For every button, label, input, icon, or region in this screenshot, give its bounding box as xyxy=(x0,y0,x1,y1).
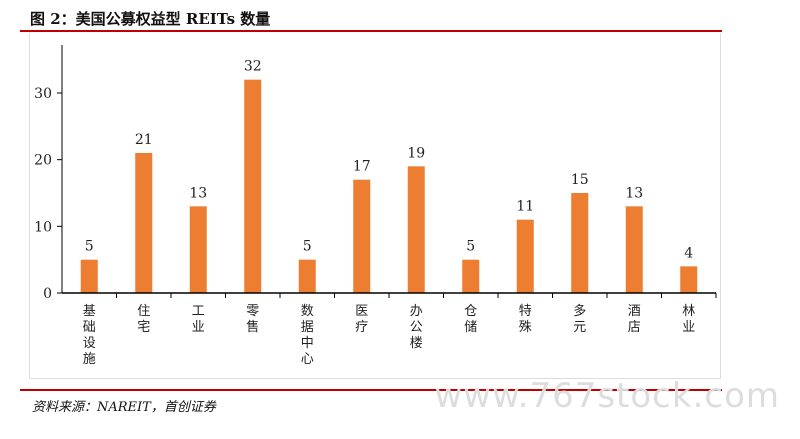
bar xyxy=(462,259,480,293)
x-tick-label: 殊 xyxy=(519,320,532,335)
bar xyxy=(189,206,207,293)
x-tick-label: 住 xyxy=(137,304,150,319)
x-tick-label: 施 xyxy=(83,352,96,367)
x-tick-label: 基 xyxy=(83,304,96,319)
x-tick-label: 元 xyxy=(573,320,586,335)
bar xyxy=(407,166,425,293)
x-tick-label: 酒 xyxy=(628,304,641,319)
data-label: 11 xyxy=(516,199,534,215)
x-tick-label: 仓 xyxy=(464,304,477,319)
x-tick-label: 零 xyxy=(246,304,259,319)
title-divider xyxy=(20,30,722,32)
y-tick-label: 0 xyxy=(43,286,52,302)
x-tick-label: 中 xyxy=(301,336,314,351)
source-note: 资料来源：NAREIT，首创证券 xyxy=(32,400,216,415)
bar xyxy=(571,193,589,293)
y-tick-label: 10 xyxy=(34,219,52,235)
x-tick-label: 林 xyxy=(682,304,695,319)
x-tick-label: 宅 xyxy=(137,320,150,335)
bar xyxy=(135,153,153,293)
y-tick-label: 20 xyxy=(34,153,52,169)
x-tick-label: 售 xyxy=(246,319,259,335)
x-tick-label: 业 xyxy=(192,320,205,335)
data-label: 13 xyxy=(189,185,207,201)
footer-divider xyxy=(20,389,722,391)
x-tick-label: 工 xyxy=(192,304,205,319)
data-label: 15 xyxy=(571,172,589,188)
x-tick-label: 多 xyxy=(573,303,586,319)
y-tick-label: 30 xyxy=(34,86,52,102)
x-tick-label: 办 xyxy=(410,304,423,319)
x-tick-label: 疗 xyxy=(355,320,368,335)
x-tick-label: 数 xyxy=(301,304,314,319)
data-label: 5 xyxy=(303,239,312,255)
chart-frame xyxy=(29,33,721,379)
data-label: 5 xyxy=(85,239,94,255)
x-tick-label: 楼 xyxy=(410,336,423,351)
bar xyxy=(625,206,643,293)
x-tick-label: 储 xyxy=(464,320,477,335)
data-label: 5 xyxy=(466,239,475,255)
data-label: 13 xyxy=(625,185,643,201)
x-tick-label: 店 xyxy=(628,320,641,335)
x-tick-label: 医 xyxy=(355,304,368,319)
bar xyxy=(244,79,262,294)
x-tick-label: 公 xyxy=(410,320,423,335)
x-tick-label: 础 xyxy=(83,320,96,335)
bar xyxy=(80,259,98,293)
bar xyxy=(680,266,698,293)
bar xyxy=(298,259,316,293)
x-tick-label: 心 xyxy=(301,352,314,367)
x-tick-label: 设 xyxy=(83,336,96,351)
data-label: 32 xyxy=(244,59,262,75)
x-tick-label: 据 xyxy=(301,320,314,335)
x-tick-label: 特 xyxy=(519,304,532,319)
data-label: 17 xyxy=(353,159,371,175)
data-label: 19 xyxy=(407,145,425,161)
x-tick-label: 业 xyxy=(682,320,695,335)
figure-title: 图 2：美国公募权益型 REITs 数量 xyxy=(30,10,271,28)
data-label: 21 xyxy=(135,132,153,148)
data-label: 4 xyxy=(684,245,693,261)
bar xyxy=(353,179,371,293)
bar xyxy=(516,219,534,293)
watermark: www.767stock.com xyxy=(434,376,780,416)
